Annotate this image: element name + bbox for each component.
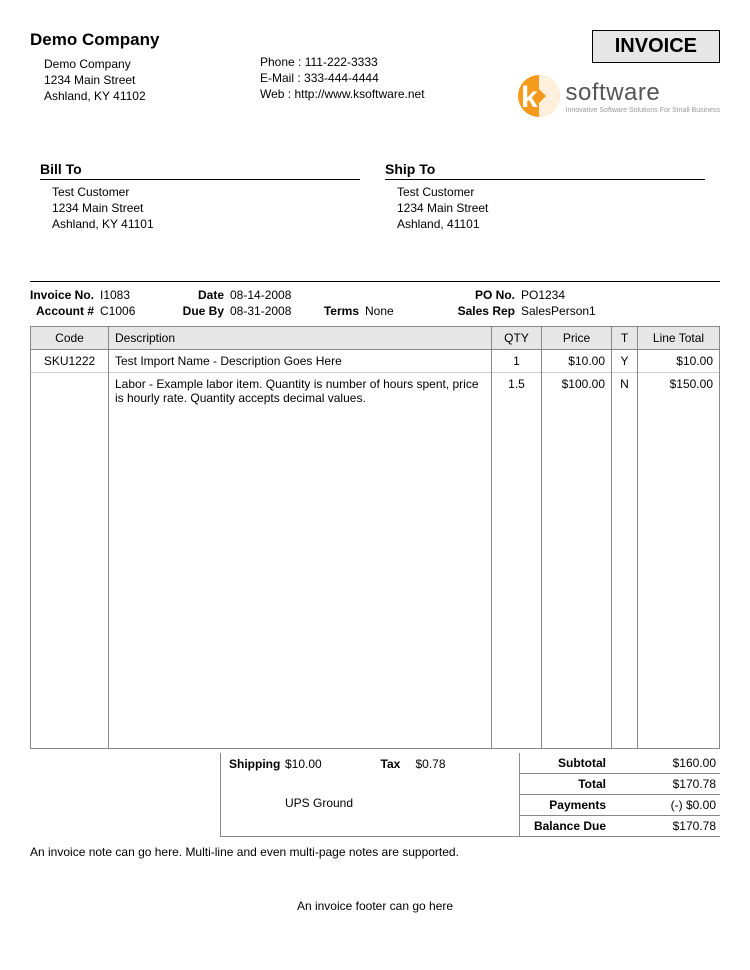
cell-t: N: [612, 372, 638, 409]
total-label: Total: [520, 777, 620, 791]
col-description: Description: [109, 326, 492, 349]
below-table: Shipping $10.00 Tax $0.78 UPS Ground Sub…: [30, 753, 720, 837]
cell-total: $10.00: [638, 349, 720, 372]
company-addr-name: Demo Company: [44, 56, 230, 72]
bill-to-name: Test Customer: [52, 184, 375, 200]
shipping-empty: [229, 796, 285, 833]
balance-label: Balance Due: [520, 819, 620, 833]
cell-qty: 1: [492, 349, 542, 372]
ship-to-city: Ashland, 41101: [397, 216, 720, 232]
logo: k software Innovative Software Solutions…: [490, 73, 720, 119]
table-spacer: [31, 409, 720, 749]
bill-to-title: Bill To: [40, 161, 360, 180]
dueby-label: Due By: [170, 304, 230, 318]
cell-code: [31, 372, 109, 409]
bill-to: Bill To Test Customer 1234 Main Street A…: [30, 161, 375, 233]
balance-value: $170.78: [620, 819, 720, 833]
cell-qty: 1.5: [492, 372, 542, 409]
email-label: E-Mail :: [260, 71, 301, 85]
salesrep-value: SalesPerson1: [521, 304, 720, 318]
cell-desc: Test Import Name - Description Goes Here: [109, 349, 492, 372]
tax-label: Tax: [381, 757, 416, 794]
logo-icon: k: [516, 73, 562, 119]
dueby-value: 08-31-2008: [230, 304, 310, 318]
logo-word: software: [566, 79, 720, 107]
table-header-row: Code Description QTY Price T Line Total: [31, 326, 720, 349]
shipping-amount: $10.00: [285, 757, 381, 794]
terms-label2: Terms: [310, 304, 365, 318]
company-address: Demo Company 1234 Main Street Ashland, K…: [44, 56, 230, 105]
subtotal-label: Subtotal: [520, 756, 620, 770]
email-value: 333-444-4444: [304, 71, 379, 85]
ship-to-street: 1234 Main Street: [397, 200, 720, 216]
tax-amount: $0.78: [416, 757, 512, 794]
web-value: http://www.ksoftware.net: [294, 87, 424, 101]
ship-to-name: Test Customer: [397, 184, 720, 200]
ship-to-title: Ship To: [385, 161, 705, 180]
phone-value: 111-222-3333: [305, 55, 378, 69]
col-qty: QTY: [492, 326, 542, 349]
header-right: INVOICE k software Innovative Software S…: [490, 30, 720, 119]
web-label: Web :: [260, 87, 291, 101]
col-price: Price: [542, 326, 612, 349]
col-code: Code: [31, 326, 109, 349]
shipping-method: UPS Ground: [285, 796, 381, 833]
svg-text:k: k: [521, 81, 538, 114]
table-row: SKU1222 Test Import Name - Description G…: [31, 349, 720, 372]
invoice-badge: INVOICE: [592, 30, 720, 63]
account-label: Account #: [30, 304, 100, 318]
shipping-label: Shipping: [229, 757, 285, 794]
col-t: T: [612, 326, 638, 349]
terms-label: [310, 288, 365, 302]
totals-box: Subtotal$160.00 Total$170.78 Payments(-)…: [520, 753, 720, 837]
invoice-note: An invoice note can go here. Multi-line …: [30, 845, 720, 859]
subtotal-value: $160.00: [620, 756, 720, 770]
po-value: PO1234: [521, 288, 720, 302]
logo-tagline: Innovative Software Solutions For Small …: [566, 107, 720, 114]
terms-value: None: [365, 304, 455, 318]
company-name: Demo Company: [30, 30, 230, 50]
company-addr-street: 1234 Main Street: [44, 72, 230, 88]
company-block: Demo Company Demo Company 1234 Main Stre…: [30, 30, 230, 119]
cell-price: $10.00: [542, 349, 612, 372]
company-addr-city: Ashland, KY 41102: [44, 88, 230, 104]
payments-label: Payments: [520, 798, 620, 812]
invoice-no-label: Invoice No.: [30, 288, 100, 302]
shipping-box: Shipping $10.00 Tax $0.78 UPS Ground: [220, 753, 520, 837]
table-row: Labor - Example labor item. Quantity is …: [31, 372, 720, 409]
date-value: 08-14-2008: [230, 288, 310, 302]
header: Demo Company Demo Company 1234 Main Stre…: [30, 30, 720, 119]
cell-total: $150.00: [638, 372, 720, 409]
phone-label: Phone :: [260, 55, 301, 69]
contact-block: Phone : 111-222-3333 E-Mail : 333-444-44…: [260, 54, 460, 119]
date-label: Date: [170, 288, 230, 302]
payments-value: (-) $0.00: [620, 798, 720, 812]
po-label: PO No.: [455, 288, 521, 302]
col-linetotal: Line Total: [638, 326, 720, 349]
bill-to-city: Ashland, KY 41101: [52, 216, 375, 232]
cell-t: Y: [612, 349, 638, 372]
ship-to: Ship To Test Customer 1234 Main Street A…: [375, 161, 720, 233]
invoice-no-value: I1083: [100, 288, 170, 302]
logo-text: software Innovative Software Solutions F…: [566, 79, 720, 114]
bill-to-street: 1234 Main Street: [52, 200, 375, 216]
items-table: Code Description QTY Price T Line Total …: [30, 326, 720, 750]
cell-desc: Labor - Example labor item. Quantity is …: [109, 372, 492, 409]
total-value: $170.78: [620, 777, 720, 791]
cell-price: $100.00: [542, 372, 612, 409]
salesrep-label: Sales Rep: [455, 304, 521, 318]
cell-code: SKU1222: [31, 349, 109, 372]
invoice-footer: An invoice footer can go here: [30, 899, 720, 913]
meta-bar: Invoice No. I1083 Date 08-14-2008 PO No.…: [30, 281, 720, 318]
addresses: Bill To Test Customer 1234 Main Street A…: [30, 161, 720, 233]
account-value: C1006: [100, 304, 170, 318]
terms-empty: [365, 288, 455, 302]
